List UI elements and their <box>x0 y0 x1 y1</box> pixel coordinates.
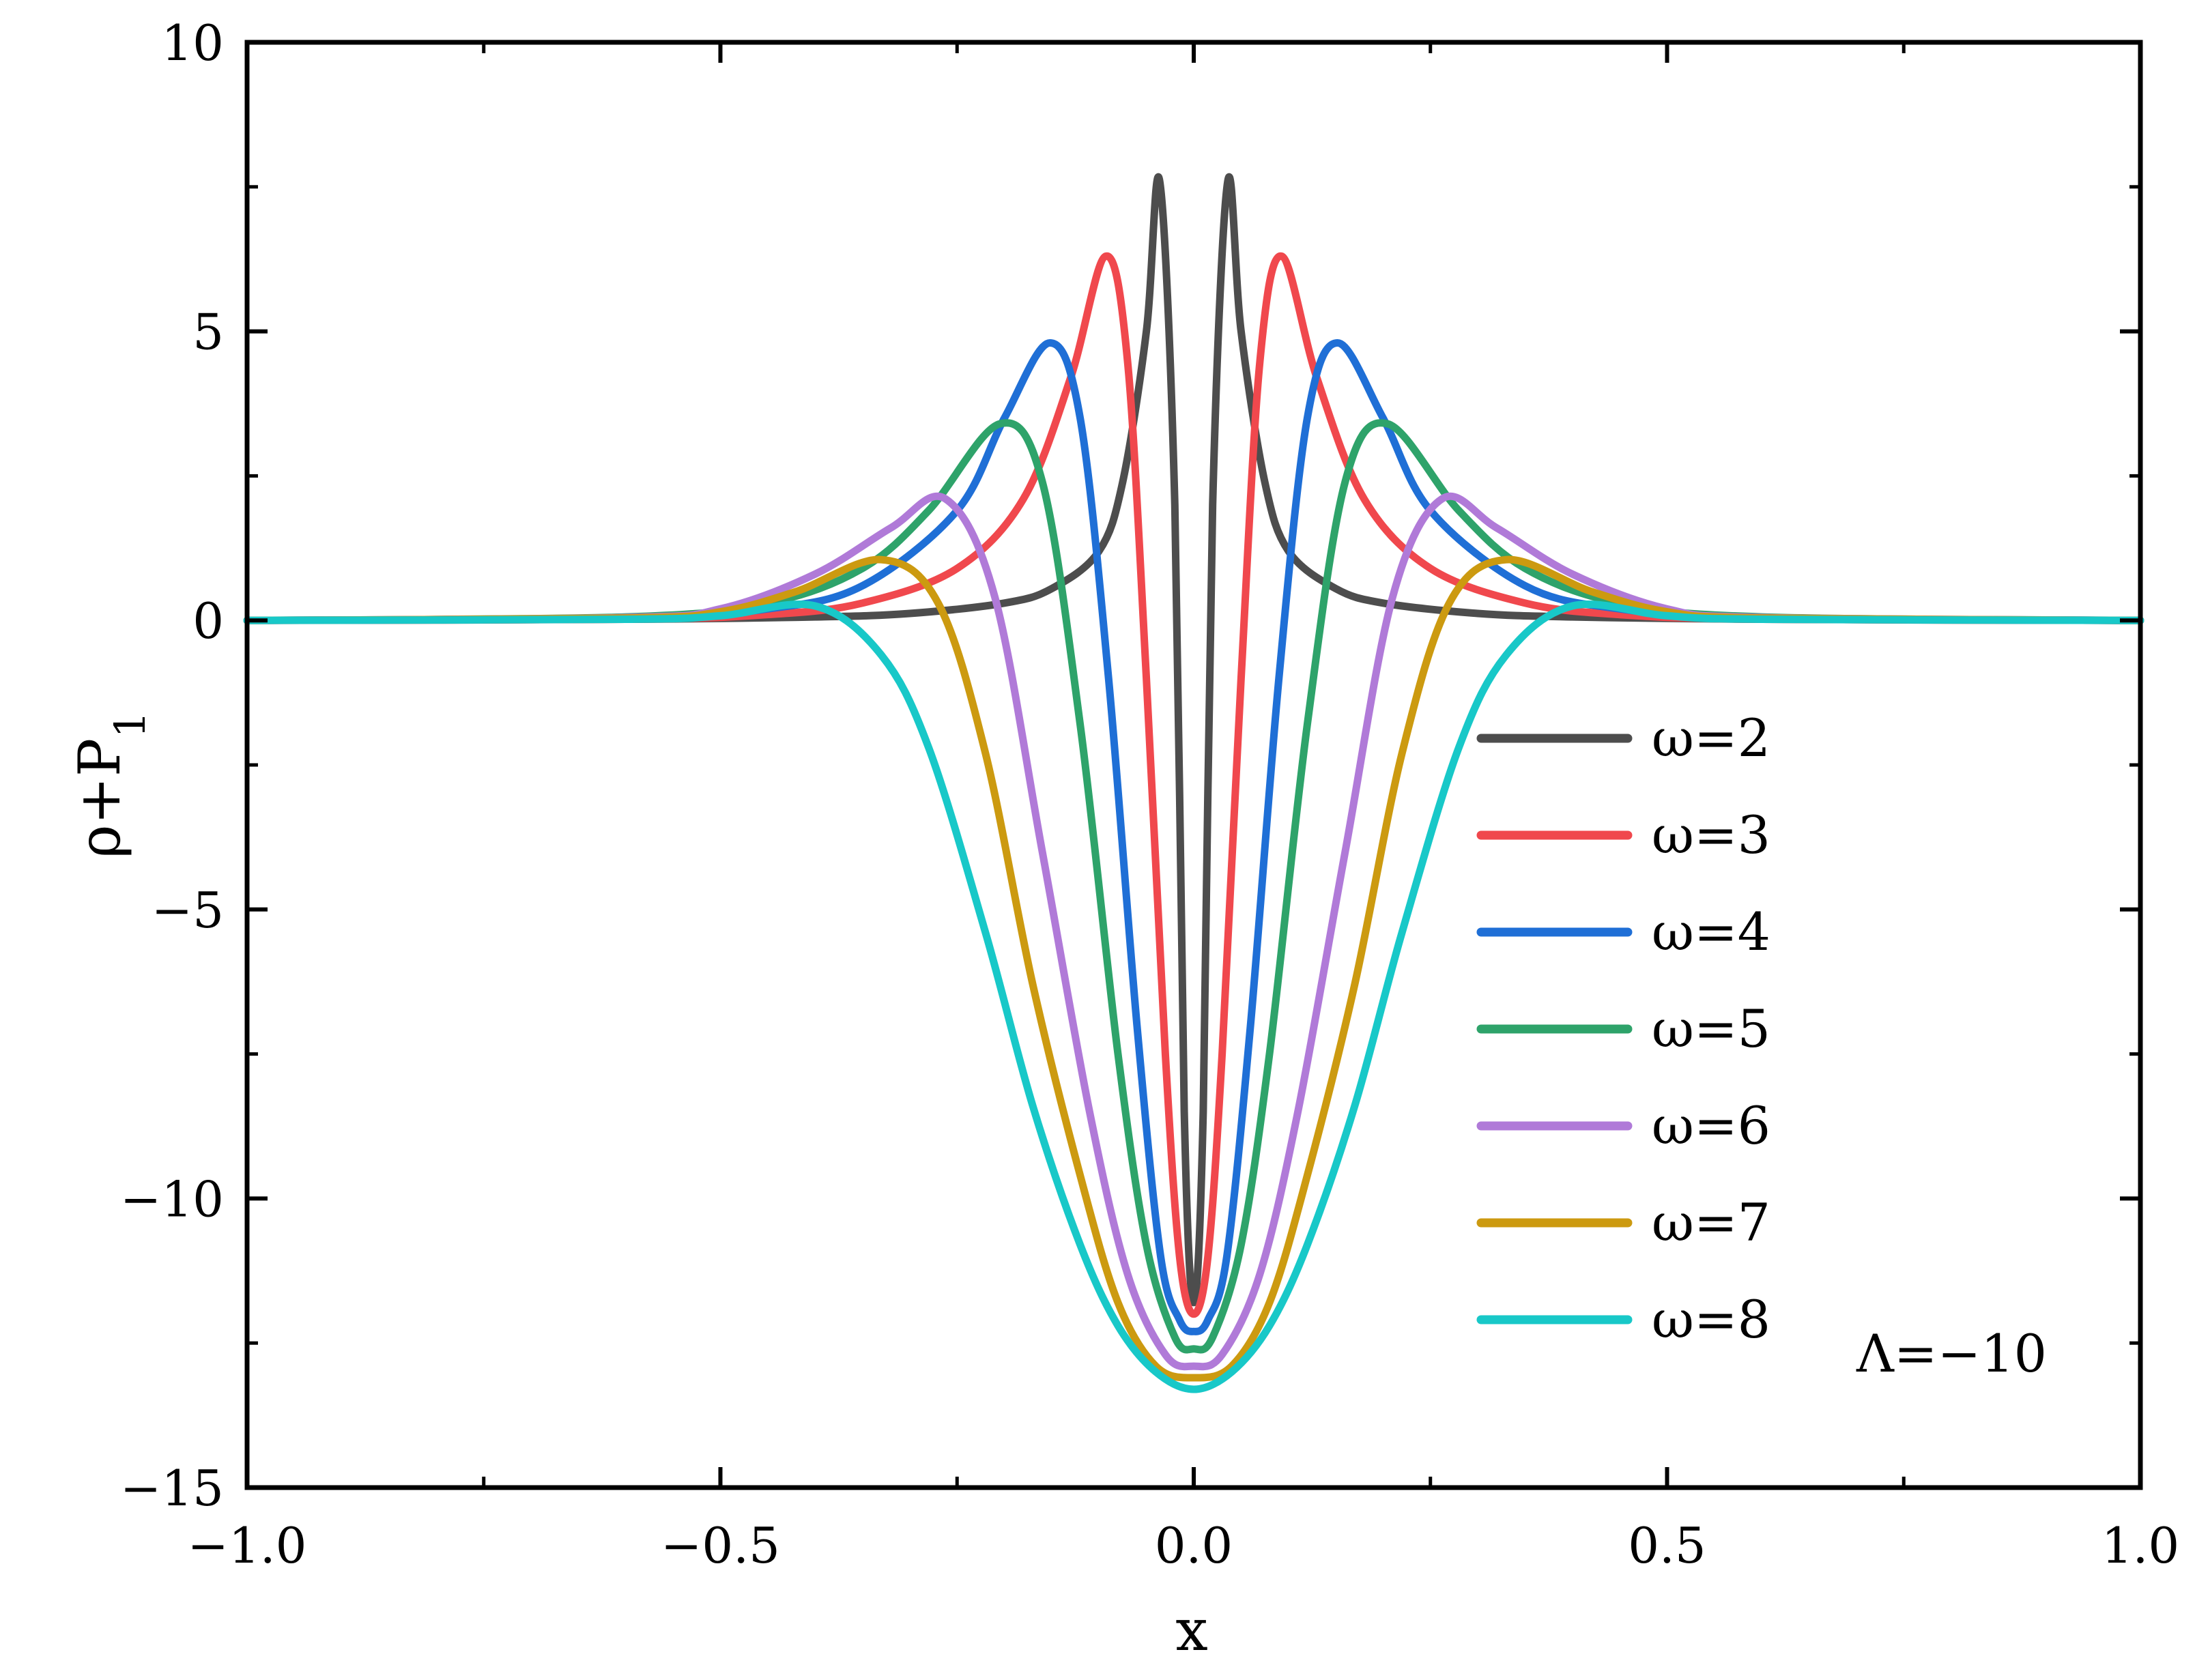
legend: ω=2 ω=3 ω=4 ω=5 ω=6 ω=7 ω=8 <box>1476 708 1770 1350</box>
y-tick-label: −5 <box>152 882 224 939</box>
series-line-2 <box>243 252 2144 1318</box>
legend-label: ω=6 <box>1652 1095 1770 1156</box>
legend-label: ω=4 <box>1652 901 1770 962</box>
y-tick-label: 0 <box>192 592 224 650</box>
plot-frame <box>244 40 2143 1490</box>
y-axis-title: ρ+P1 <box>66 711 155 858</box>
x-tick-label: −1.0 <box>188 1517 307 1574</box>
series-line-5 <box>243 492 2144 1371</box>
x-tick-label: 0.0 <box>1155 1517 1233 1574</box>
legend-label: ω=5 <box>1652 998 1770 1059</box>
lambda-annotation: Λ=−10 <box>1856 1323 2047 1384</box>
series-line-1 <box>243 173 2144 1307</box>
series-line-6 <box>243 555 2144 1382</box>
x-tick-label: −0.5 <box>661 1517 780 1574</box>
y-tick-label: −10 <box>120 1170 224 1228</box>
y-tick-label: 5 <box>192 304 224 361</box>
legend-label: ω=2 <box>1652 708 1770 768</box>
axes-layer: −1.0 −0.5 0.0 0.5 1.0 −15 −10 −5 0 5 10 <box>120 14 2179 1574</box>
x-tick-label: 0.5 <box>1628 1517 1706 1574</box>
legend-label: ω=8 <box>1652 1289 1770 1350</box>
legend-label: ω=3 <box>1652 805 1770 865</box>
series-line-4 <box>243 419 2144 1354</box>
series-layer <box>243 173 2144 1393</box>
y-tick-label: −15 <box>120 1460 224 1517</box>
x-axis-title: x <box>1175 1597 1207 1664</box>
x-tick-label: 1.0 <box>2101 1517 2180 1574</box>
series-line-7 <box>243 600 2144 1393</box>
y-tick-label: 10 <box>161 14 224 72</box>
legend-label: ω=7 <box>1652 1192 1770 1253</box>
series-line-3 <box>243 339 2144 1335</box>
